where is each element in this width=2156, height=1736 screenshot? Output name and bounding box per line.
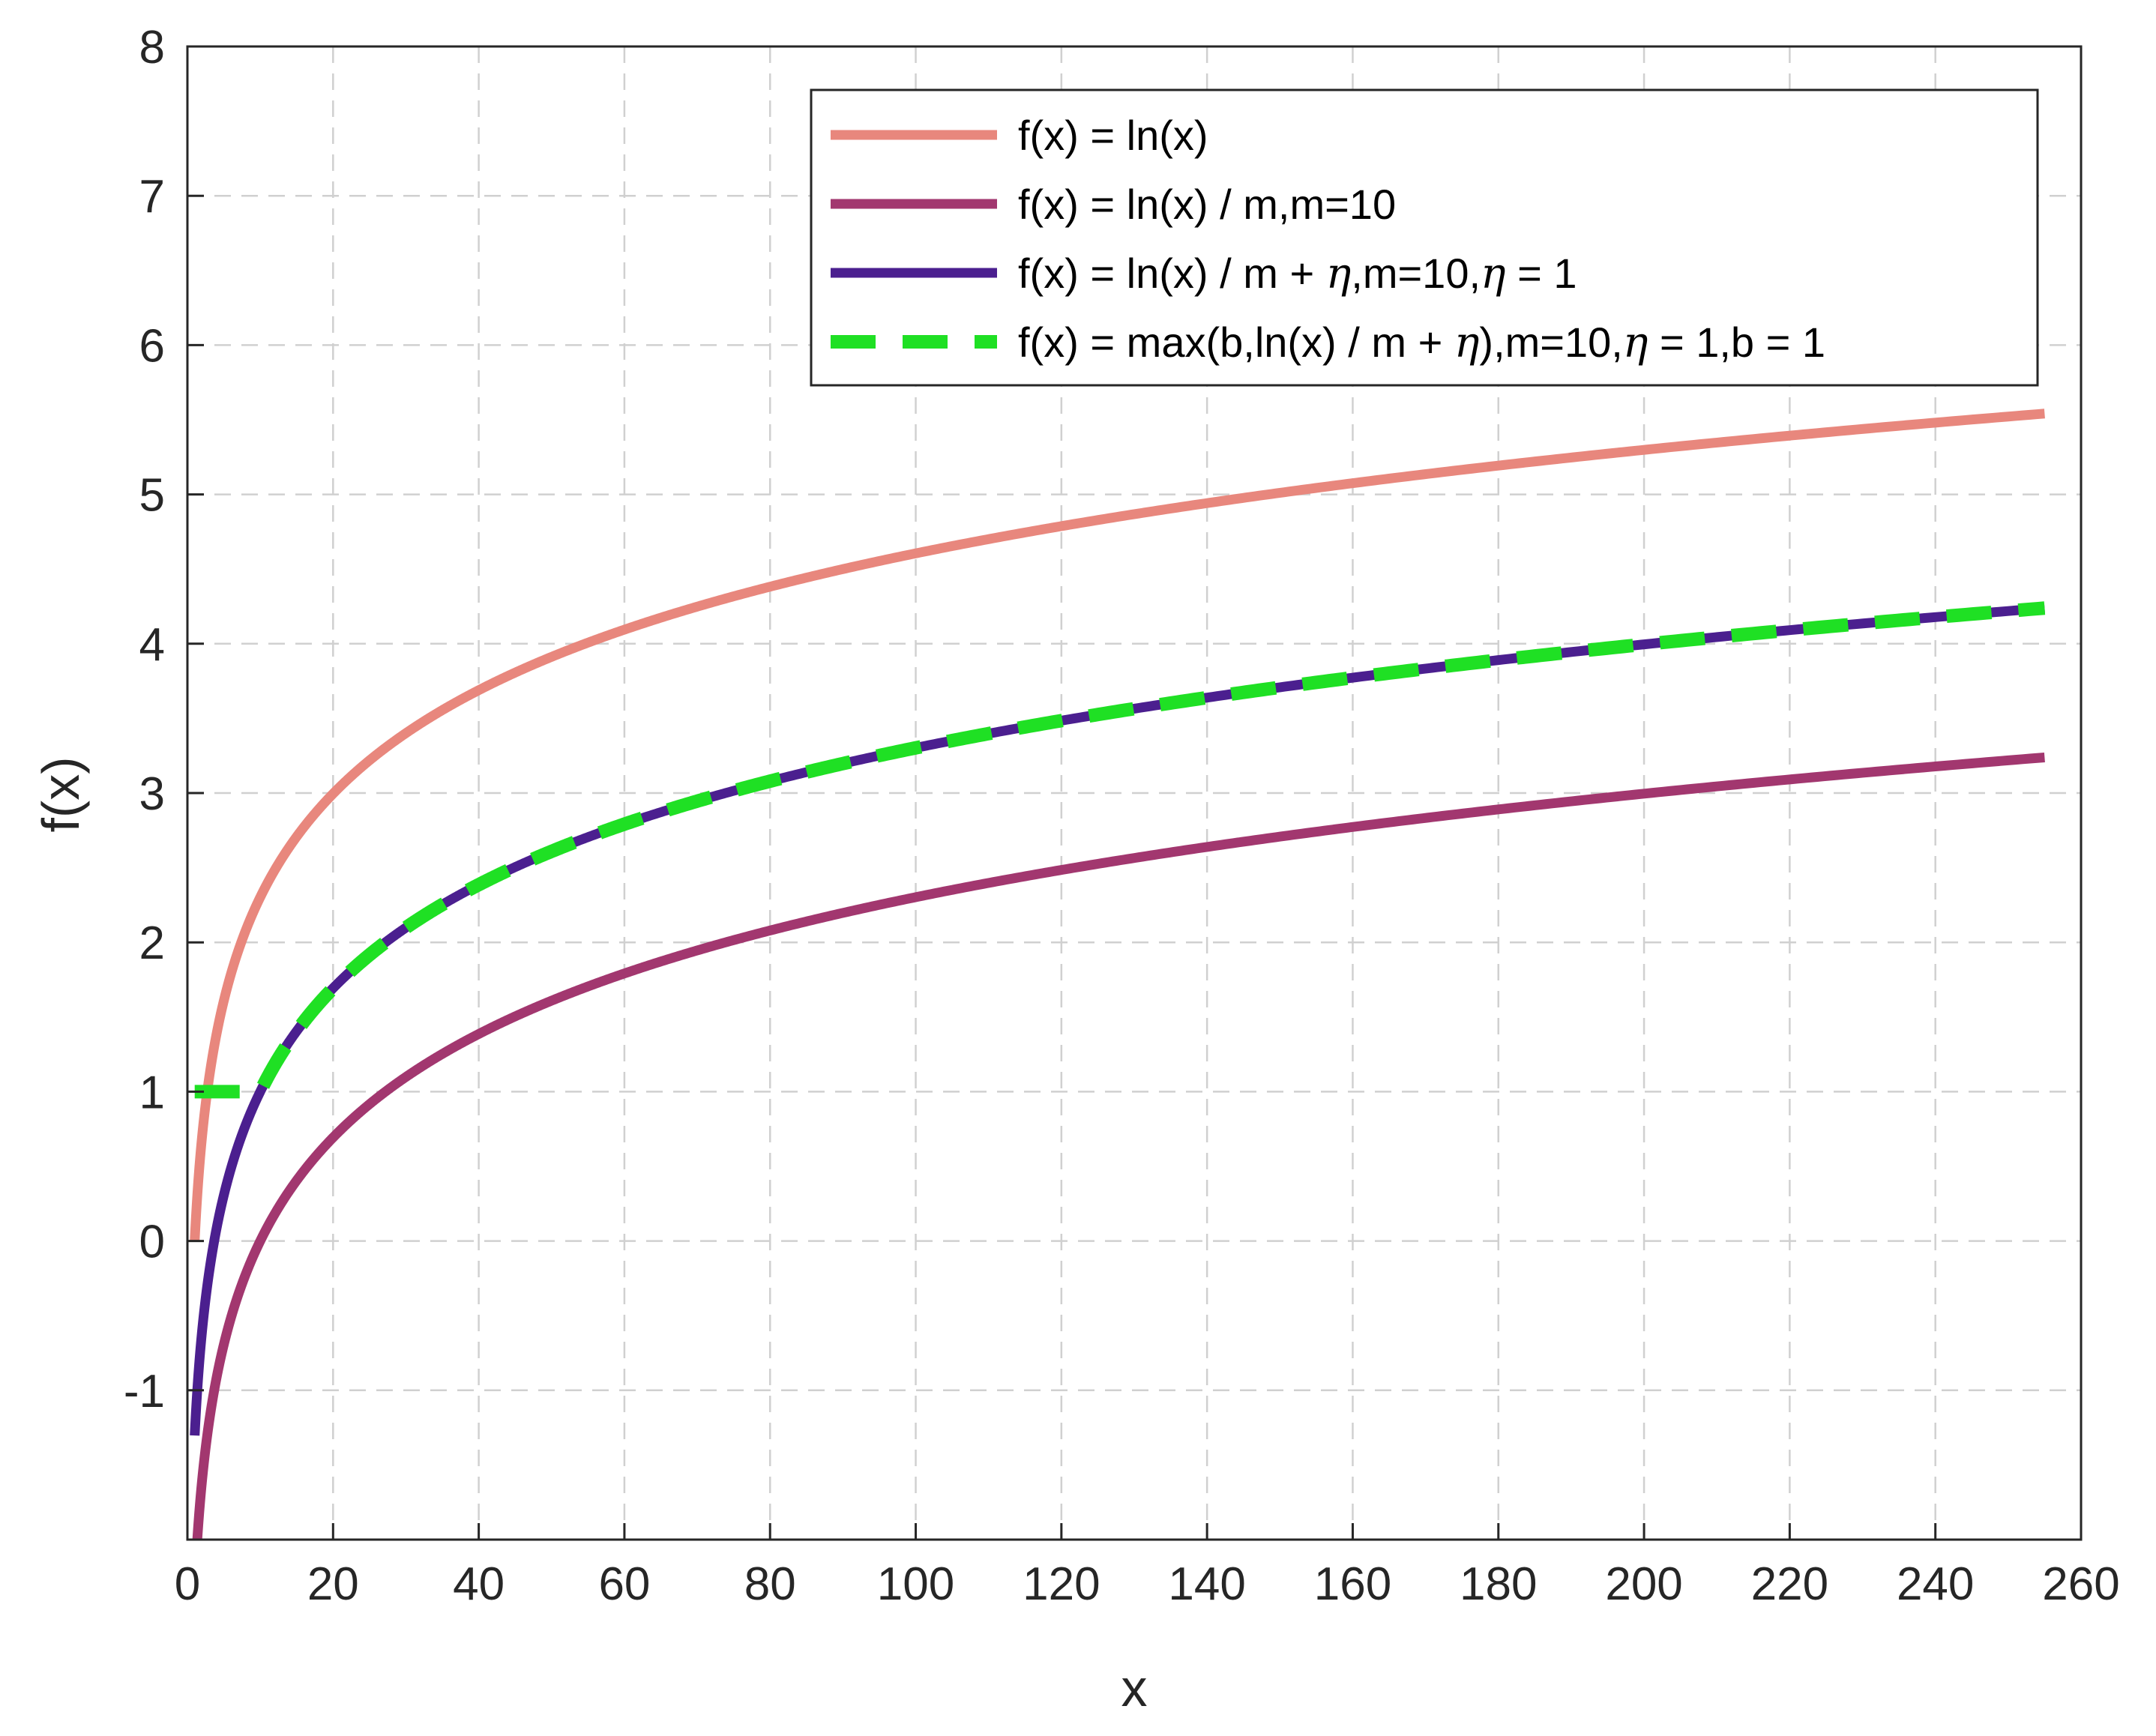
series-line-3 xyxy=(187,601,2046,1099)
x-tick-label-4: 80 xyxy=(744,1558,796,1610)
y-tick-label-7: 6 xyxy=(139,320,165,372)
x-tick-label-7: 140 xyxy=(1168,1558,1245,1610)
y-tick-label-0: -1 xyxy=(124,1366,165,1417)
y-tick-label-5: 4 xyxy=(139,619,165,671)
x-tick-label-12: 240 xyxy=(1897,1558,1974,1610)
y-tick-label-1: 0 xyxy=(139,1217,165,1268)
x-tick-label-11: 220 xyxy=(1751,1558,1828,1610)
series-line-0 xyxy=(190,409,2045,1246)
y-tick-label-3: 2 xyxy=(139,917,165,969)
x-tick-label-9: 180 xyxy=(1460,1558,1537,1610)
x-tick-label-10: 200 xyxy=(1605,1558,1682,1610)
legend: f(x) = ln(x) f(x) = ln(x) / m,m=10 f(x) = … xyxy=(810,88,2039,387)
legend-box xyxy=(810,88,2039,387)
x-axis-ticks: 0 20 40 60 80 100 120 140 160 180 200 220 240 260 xyxy=(175,1523,2120,1610)
x-tick-label-0: 0 xyxy=(175,1558,200,1610)
y-tick-label-6: 5 xyxy=(139,470,165,522)
x-tick-label-5: 100 xyxy=(877,1558,954,1610)
y-tick-label-8: 7 xyxy=(139,171,165,223)
series-group xyxy=(187,409,2046,1540)
x-tick-label-13: 260 xyxy=(2042,1558,2119,1610)
legend-label-0: f(x) = ln(x) xyxy=(1018,112,1208,159)
x-axis-label: x xyxy=(1121,1659,1148,1717)
y-axis-ticks: -1 0 1 2 3 4 5 6 7 8 xyxy=(124,22,204,1417)
y-tick-label-4: 3 xyxy=(139,768,165,820)
x-tick-label-2: 40 xyxy=(453,1558,505,1610)
legend-label-3: f(x) = max(b,ln(x) / m + η),m=10,η = 1,b… xyxy=(1018,319,1825,367)
x-tick-label-6: 120 xyxy=(1023,1558,1100,1610)
x-tick-label-1: 20 xyxy=(307,1558,359,1610)
x-tick-label-3: 60 xyxy=(598,1558,650,1610)
legend-label-2: f(x) = ln(x) / m + η,m=10,η = 1 xyxy=(1018,250,1577,298)
y-tick-label-2: 1 xyxy=(139,1067,165,1118)
series-line-1 xyxy=(192,752,2045,1540)
y-tick-label-9: 8 xyxy=(139,22,165,73)
y-axis-label: f(x) xyxy=(31,756,90,832)
x-tick-label-8: 160 xyxy=(1314,1558,1391,1610)
legend-label-1: f(x) = ln(x) / m,m=10 xyxy=(1018,181,1396,228)
